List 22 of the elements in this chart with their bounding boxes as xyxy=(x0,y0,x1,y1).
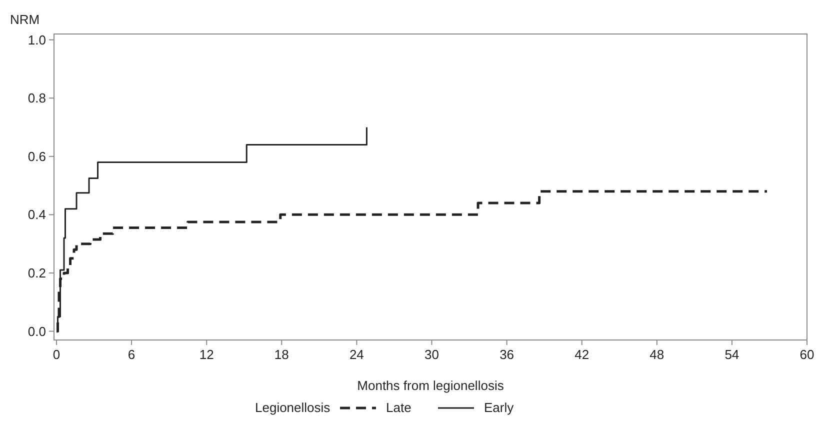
x-tick-label: 6 xyxy=(128,347,136,362)
y-axis-title: NRM xyxy=(10,12,40,27)
x-tick-label: 60 xyxy=(800,347,814,362)
x-tick-label: 0 xyxy=(52,347,60,362)
y-tick-label: 0.6 xyxy=(28,148,46,164)
x-tick-label: 36 xyxy=(500,347,514,362)
y-tick-label: 0.8 xyxy=(28,90,46,106)
legend-label: Early xyxy=(484,400,514,415)
legend-label: Late xyxy=(386,400,412,415)
y-tick-label: 1.0 xyxy=(28,32,46,48)
x-tick-label: 24 xyxy=(349,347,364,362)
x-axis-title: Months from legionellosis xyxy=(357,378,504,393)
y-tick-label: 0.2 xyxy=(28,265,46,280)
x-tick-label: 48 xyxy=(650,347,664,362)
x-tick-label: 54 xyxy=(724,347,740,362)
y-tick-label: 0.0 xyxy=(28,324,46,339)
x-tick-label: 42 xyxy=(574,347,590,362)
y-tick-label: 0.4 xyxy=(28,207,46,222)
x-tick-label: 18 xyxy=(274,347,289,362)
x-tick-label: 30 xyxy=(424,347,439,362)
legend-title: Legionellosis xyxy=(255,400,331,415)
x-tick-label: 12 xyxy=(199,347,214,362)
